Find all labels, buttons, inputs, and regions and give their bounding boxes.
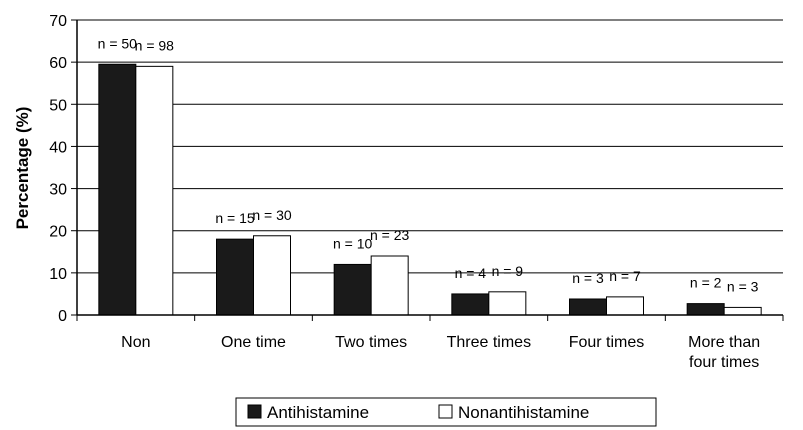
legend: Antihistamine Nonantihistamine	[236, 398, 656, 426]
y-tick-label: 0	[58, 308, 67, 325]
data-label-nonantihistamine-more-than-four-times: n = 3	[727, 278, 759, 294]
data-label-antihistamine-three-times: n = 4	[455, 265, 487, 281]
bar-nonantihistamine-non	[136, 66, 173, 315]
y-tick-label: 10	[49, 266, 67, 283]
y-tick-label: 40	[49, 139, 67, 156]
x-category-label-more-than-four-times: More than four times	[688, 334, 760, 371]
legend-swatch-antihistamine	[248, 405, 261, 418]
y-tick-label: 60	[49, 55, 67, 72]
data-label-antihistamine-non: n = 50	[98, 35, 138, 51]
data-label-antihistamine-one-time: n = 15	[215, 210, 255, 226]
y-tick-label: 30	[49, 182, 67, 199]
y-tick-label: 20	[49, 224, 67, 241]
bar-antihistamine-more-than-four-times	[687, 304, 724, 315]
data-label-nonantihistamine-four-times: n = 7	[609, 268, 641, 284]
bar-antihistamine-three-times	[452, 294, 489, 315]
bar-nonantihistamine-more-than-four-times	[724, 307, 761, 315]
legend-label-antihistamine: Antihistamine	[267, 403, 369, 422]
y-tick-label: 70	[49, 13, 67, 30]
bar-nonantihistamine-one-time	[254, 236, 291, 315]
bar-antihistamine-four-times	[570, 299, 607, 315]
bar-antihistamine-two-times	[334, 264, 371, 315]
grid-lines	[77, 20, 783, 273]
data-label-antihistamine-two-times: n = 10	[333, 235, 373, 251]
x-category-label-one-time: One time	[221, 334, 286, 351]
axes	[71, 20, 783, 321]
bar-nonantihistamine-three-times	[489, 292, 526, 315]
bar-antihistamine-one-time	[217, 239, 254, 315]
bar-nonantihistamine-two-times	[371, 256, 408, 315]
bar-nonantihistamine-four-times	[607, 297, 644, 315]
y-axis-title: Percentage (%)	[13, 107, 32, 230]
y-tick-label: 50	[49, 97, 67, 114]
x-category-label-three-times: Three times	[447, 334, 531, 351]
data-label-nonantihistamine-two-times: n = 23	[370, 227, 410, 243]
legend-swatch-nonantihistamine	[439, 405, 452, 418]
x-category-label-non: Non	[121, 334, 150, 351]
x-category-label-four-times: Four times	[569, 334, 645, 351]
x-category-label-two-times: Two times	[335, 334, 407, 351]
data-label-nonantihistamine-one-time: n = 30	[252, 207, 292, 223]
legend-label-nonantihistamine: Nonantihistamine	[458, 403, 589, 422]
data-label-nonantihistamine-non: n = 98	[135, 37, 175, 53]
bars	[99, 64, 761, 315]
bar-antihistamine-non	[99, 64, 136, 315]
data-label-nonantihistamine-three-times: n = 9	[492, 263, 524, 279]
data-label-antihistamine-more-than-four-times: n = 2	[690, 275, 722, 291]
data-label-antihistamine-four-times: n = 3	[572, 270, 604, 286]
